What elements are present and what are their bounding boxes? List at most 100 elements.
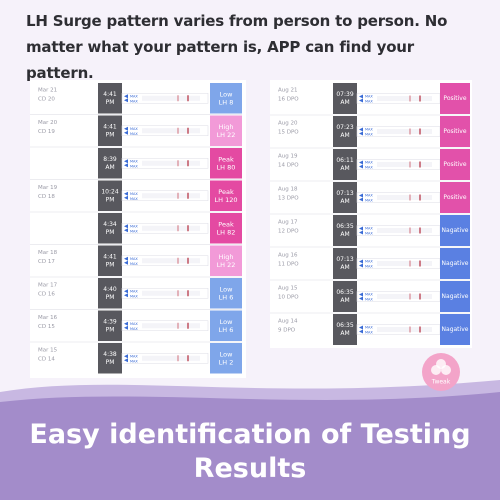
time-cell xyxy=(98,343,122,374)
row-time: 07:39 xyxy=(336,91,353,98)
row-date: Mar 19 xyxy=(38,185,58,191)
result-label: Peak xyxy=(218,155,234,163)
strip-arrow xyxy=(359,160,363,169)
row-time: AM xyxy=(340,165,349,172)
row-date: Aug 17 xyxy=(278,220,298,226)
strip-label: MAX xyxy=(365,227,373,231)
result-label: LH 82 xyxy=(217,228,236,236)
result-cell xyxy=(440,182,470,213)
result-label: Nagative xyxy=(442,293,469,300)
strip-label: MAX xyxy=(130,127,138,131)
strip-label: MAX xyxy=(365,161,373,165)
row-date: Mar 16 xyxy=(38,315,58,321)
row-time: AM xyxy=(340,264,349,271)
strip-label: MAX xyxy=(365,128,373,132)
badge-icon xyxy=(431,365,441,375)
strip-window xyxy=(142,160,200,166)
strip-label: MAX xyxy=(365,326,373,330)
time-cell xyxy=(98,213,122,244)
strip-arrow xyxy=(359,292,363,301)
strip-arrow xyxy=(124,191,128,200)
wave xyxy=(0,392,500,500)
row-date: Mar 21 xyxy=(38,88,57,94)
result-label: LH 22 xyxy=(217,261,236,269)
strip-label: MAX xyxy=(130,294,138,298)
row-date: Aug 21 xyxy=(278,88,298,94)
row-date: 10 DPO xyxy=(278,295,299,301)
badge-label: Tweak xyxy=(431,379,451,386)
result-label: High xyxy=(219,123,234,131)
result-cell xyxy=(210,245,242,276)
strip-label: MAX xyxy=(130,197,138,201)
strip-label: MAX xyxy=(365,265,373,269)
strip-window xyxy=(142,355,200,361)
row-date: Aug 19 xyxy=(278,154,298,160)
row-time: 4:40 xyxy=(103,286,117,293)
result-cell xyxy=(210,180,242,211)
result-cell xyxy=(210,310,242,341)
row-time: 10:24 xyxy=(101,188,118,195)
strip-label: MAX xyxy=(365,95,373,99)
row-date: Mar 15 xyxy=(38,348,58,354)
strip-label: MAX xyxy=(130,94,138,98)
result-cell xyxy=(440,116,470,147)
row-time: 07:23 xyxy=(336,124,353,131)
strip-label: MAX xyxy=(130,359,138,363)
strip-label: MAX xyxy=(130,99,138,103)
row-date: CD 19 xyxy=(38,129,55,135)
strip-arrow xyxy=(124,289,128,298)
row-date: Mar 17 xyxy=(38,283,58,289)
row-time: 4:34 xyxy=(103,221,117,228)
strip-arrow xyxy=(359,325,363,334)
time-cell xyxy=(98,83,122,114)
result-label: LH 22 xyxy=(217,131,236,139)
time-cell xyxy=(98,278,122,309)
result-cell xyxy=(440,149,470,180)
result-cell xyxy=(440,281,470,312)
result-label: LH 6 xyxy=(219,326,234,334)
row-time: 4:41 xyxy=(103,91,117,98)
strip-arrow xyxy=(124,126,128,135)
badge[interactable] xyxy=(422,353,460,391)
time-cell xyxy=(333,215,357,246)
time-cell xyxy=(333,248,357,279)
row-time: 4:41 xyxy=(103,123,117,130)
result-cell xyxy=(440,83,470,114)
time-cell xyxy=(333,149,357,180)
strip-label: MAX xyxy=(130,289,138,293)
badge-icon xyxy=(441,365,451,375)
strip-label: MAX xyxy=(365,232,373,236)
strip-window xyxy=(377,228,432,233)
strip-arrow xyxy=(124,321,128,330)
strip-label: MAX xyxy=(130,132,138,136)
strip-window xyxy=(377,294,432,299)
strip-label: MAX xyxy=(365,260,373,264)
strip-arrow xyxy=(359,127,363,136)
strip-label: MAX xyxy=(130,262,138,266)
strip-window xyxy=(377,327,432,332)
result-label: Nagative xyxy=(442,260,469,267)
row-date: 9 DPO xyxy=(278,328,296,334)
result-label: Low xyxy=(220,350,233,358)
strip-label: MAX xyxy=(130,322,138,326)
row-date: Aug 14 xyxy=(278,319,298,325)
row-time: PM xyxy=(106,229,115,236)
strip-label: MAX xyxy=(365,293,373,297)
row-date: 11 DPO xyxy=(278,262,299,268)
strip-window xyxy=(142,323,200,329)
time-cell xyxy=(98,180,122,211)
time-cell xyxy=(333,281,357,312)
strip-label: MAX xyxy=(365,133,373,137)
strip-label: MAX xyxy=(130,229,138,233)
strip-window xyxy=(377,96,432,101)
strip-arrow xyxy=(124,354,128,363)
strip-window xyxy=(142,193,200,199)
result-cell xyxy=(210,213,242,244)
result-cell xyxy=(210,148,242,179)
time-cell xyxy=(98,310,122,341)
strip-arrow xyxy=(124,224,128,233)
row-time: PM xyxy=(106,359,115,366)
row-time: PM xyxy=(106,131,115,138)
time-cell xyxy=(333,314,357,345)
